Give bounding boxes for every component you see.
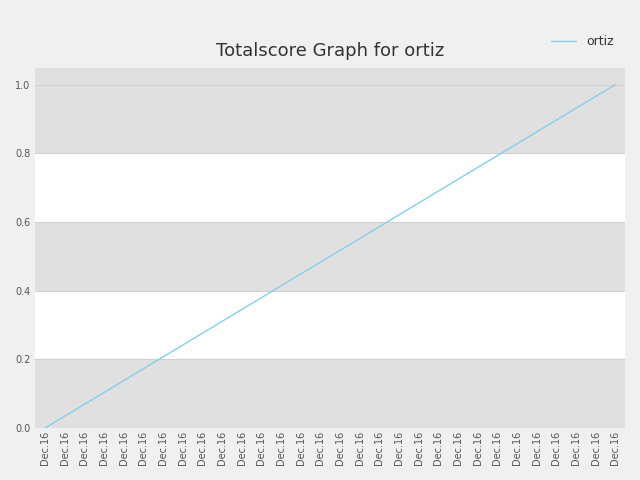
ortiz xyxy=(493,153,501,158)
ortiz xyxy=(218,319,226,324)
ortiz xyxy=(316,259,324,265)
ortiz xyxy=(415,200,422,206)
ortiz xyxy=(611,82,619,87)
ortiz xyxy=(297,271,305,277)
ortiz xyxy=(552,117,560,123)
ortiz xyxy=(356,236,364,241)
ortiz xyxy=(376,224,383,229)
ortiz xyxy=(532,129,540,135)
ortiz xyxy=(474,165,481,170)
ortiz xyxy=(257,295,265,300)
Line: ortiz: ortiz xyxy=(45,84,615,428)
Bar xyxy=(35,68,625,153)
ortiz xyxy=(513,141,521,147)
ortiz xyxy=(140,366,147,372)
Bar xyxy=(35,360,625,428)
ortiz xyxy=(179,342,186,348)
ortiz xyxy=(198,330,206,336)
ortiz xyxy=(395,212,403,218)
ortiz xyxy=(120,378,127,384)
ortiz xyxy=(238,307,246,312)
ortiz xyxy=(159,354,167,360)
Title: Totalscore Graph for ortiz: Totalscore Graph for ortiz xyxy=(216,42,444,60)
ortiz xyxy=(336,248,344,253)
ortiz xyxy=(277,283,285,289)
ortiz xyxy=(41,425,49,431)
ortiz xyxy=(61,413,68,419)
ortiz xyxy=(100,390,108,396)
ortiz xyxy=(572,106,580,111)
Legend: ortiz: ortiz xyxy=(546,31,619,53)
Bar xyxy=(35,222,625,291)
ortiz xyxy=(435,188,442,194)
ortiz xyxy=(454,177,461,182)
ortiz xyxy=(81,401,88,407)
ortiz xyxy=(591,94,599,99)
